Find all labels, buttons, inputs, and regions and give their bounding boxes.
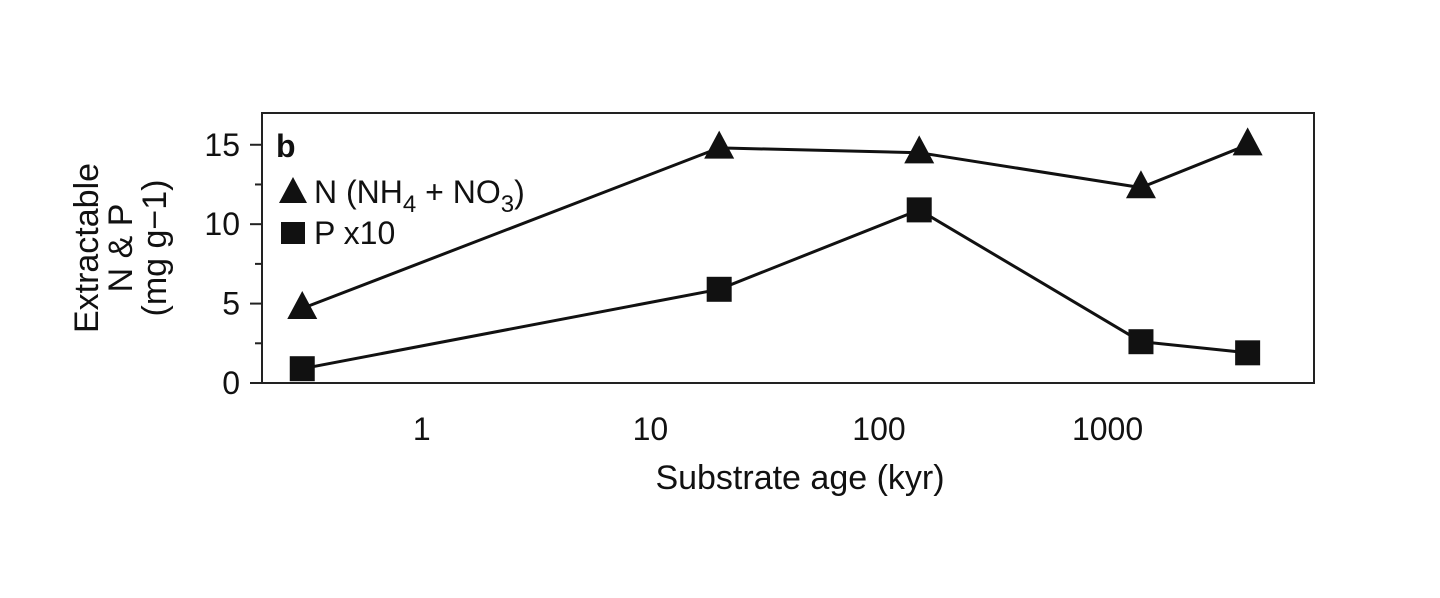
legend-label-n: N (NH4 + NO3) <box>314 174 525 218</box>
data-point-n <box>1232 127 1263 156</box>
x-axis-title: Substrate age (kyr) <box>655 459 944 497</box>
data-point-n <box>1125 170 1156 199</box>
plot-frame <box>261 112 1315 384</box>
x-tick-label: 1 <box>413 411 431 447</box>
data-point-p <box>706 276 732 302</box>
data-point-n <box>904 135 935 164</box>
panel-label: b <box>276 128 296 164</box>
y-tick-label: 5 <box>222 286 240 322</box>
legend-marker-p <box>281 222 305 244</box>
y-axis-title: Extractable N & P (mg g−1) <box>68 163 174 333</box>
data-point-n <box>287 290 318 319</box>
y-axis-title-line-3: (mg g−1) <box>136 180 174 317</box>
data-point-p <box>289 356 315 382</box>
x-tick-label: 100 <box>852 411 905 447</box>
y-tick-label: 15 <box>204 127 240 163</box>
y-axis-title-line-2: N & P <box>102 204 140 293</box>
data-point-p <box>906 197 932 223</box>
y-tick-label: 10 <box>204 206 240 242</box>
data-point-p <box>1235 340 1261 366</box>
x-tick-label: 1000 <box>1072 411 1143 447</box>
series-line-n <box>301 143 1249 310</box>
y-tick-label: 0 <box>222 365 240 401</box>
legend-label-p: P x10 <box>314 215 395 251</box>
x-tick-label: 10 <box>633 411 669 447</box>
data-point-p <box>1128 329 1154 355</box>
legend-marker-n <box>279 177 307 203</box>
data-point-n <box>704 130 735 159</box>
series-line-p <box>302 208 1248 371</box>
y-axis-title-line-1: Extractable <box>68 163 106 333</box>
